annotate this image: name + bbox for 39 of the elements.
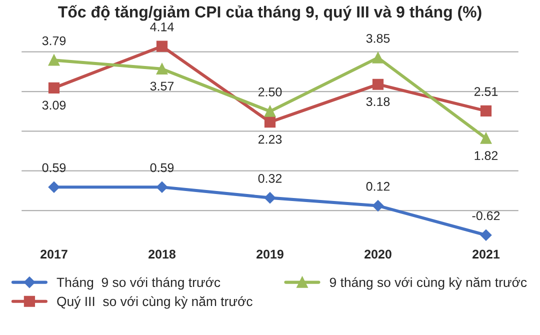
data-label: 3.79 (42, 36, 66, 46)
point (156, 63, 168, 74)
data-label: 3.57 (150, 82, 174, 91)
point (480, 132, 492, 144)
point (156, 40, 168, 52)
point (264, 106, 276, 117)
x-tick-label: 2020 (364, 250, 392, 259)
point (372, 200, 384, 212)
data-label: 2.50 (258, 88, 282, 96)
data-label: -0.62 (472, 211, 500, 220)
data-label: 3.85 (366, 34, 390, 43)
data-label: 0.59 (42, 163, 66, 172)
legend-label: Quý III so với cùng kỳ năm trước (57, 296, 252, 309)
point (372, 52, 384, 64)
legend-label: 9 tháng so với cùng kỳ năm trước (330, 277, 527, 290)
point (480, 230, 492, 241)
data-label: 0.12 (366, 182, 390, 191)
point (48, 54, 60, 66)
x-tick-label: 2019 (256, 250, 284, 259)
data-label: 3.18 (366, 97, 390, 106)
point (264, 192, 276, 204)
data-label: 1.82 (474, 151, 498, 160)
point (480, 105, 492, 117)
data-label: 4.14 (150, 22, 174, 32)
x-tick-label: 2018 (148, 250, 176, 259)
legend-label: Tháng 9 so với tháng trước (56, 277, 220, 290)
point (372, 78, 384, 90)
x-tick-label: 2017 (40, 250, 68, 259)
chart-title: Tốc độ tăng/giảm CPI của tháng 9, quý III và 9 tháng (%) (58, 5, 482, 21)
x-tick-label: 2021 (472, 250, 500, 259)
data-label: 3.09 (42, 100, 66, 110)
point (156, 182, 168, 193)
point (264, 116, 276, 128)
point (48, 82, 60, 94)
point (48, 182, 60, 193)
data-label: 2.51 (474, 87, 498, 96)
data-label: 0.32 (258, 174, 282, 183)
data-label: 0.59 (150, 163, 174, 172)
data-label: 2.23 (258, 134, 282, 144)
